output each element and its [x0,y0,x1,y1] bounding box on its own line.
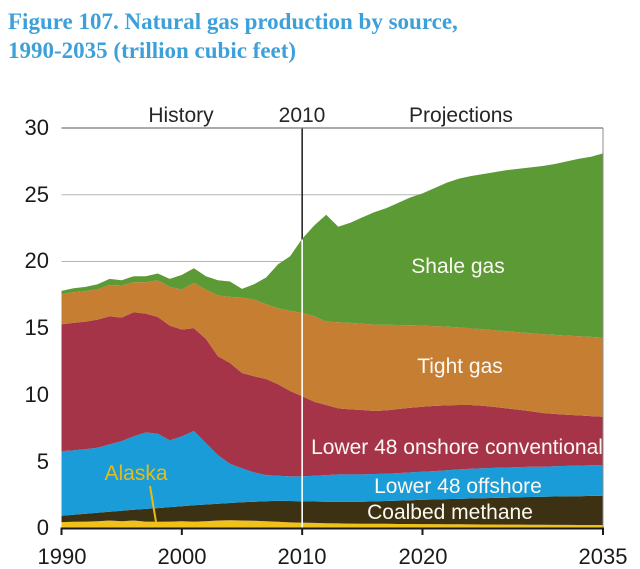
projections-label: Projections [409,104,513,127]
alaska-pointer-line [149,485,157,523]
figure-title: Figure 107. Natural gas production by so… [8,7,628,65]
area-lower-48-onshore-conventional [61,312,603,477]
figure-title-line2: 1990-2035 (trillion cubic feet) [8,38,297,63]
lower-48-offshore-label: Lower 48 offshore [374,475,542,498]
lower-48-onshore-conventional-label: Lower 48 onshore conventional [311,436,603,459]
figure-title-line1: Figure 107. Natural gas production by so… [8,9,458,34]
alaska-label: Alaska [104,462,168,485]
y-tick-25: 25 [24,182,49,207]
tight-gas-label: Tight gas [417,355,503,378]
x-tick-2010: 2010 [277,544,327,569]
x-tick-2000: 2000 [157,544,207,569]
area-shale-gas [61,153,603,338]
y-tick-15: 15 [24,315,49,340]
area-alaska [61,520,603,529]
y-tick-5: 5 [36,449,49,474]
area-tight-gas [61,280,603,417]
y-tick-10: 10 [24,382,49,407]
divider-year-label: 2010 [278,104,326,127]
history-label: History [148,104,214,127]
coalbed-methane-label: Coalbed methane [367,501,533,524]
y-tick-0: 0 [36,515,49,540]
y-tick-30: 30 [24,115,49,140]
x-tick-2020: 2020 [398,544,448,569]
x-tick-1990: 1990 [37,544,87,569]
area-coalbed-methane [61,495,603,525]
x-tick-2035: 2035 [578,544,628,569]
shale-gas-label: Shale gas [411,255,505,278]
y-tick-20: 20 [24,248,49,273]
area-lower-48-offshore [61,431,603,516]
